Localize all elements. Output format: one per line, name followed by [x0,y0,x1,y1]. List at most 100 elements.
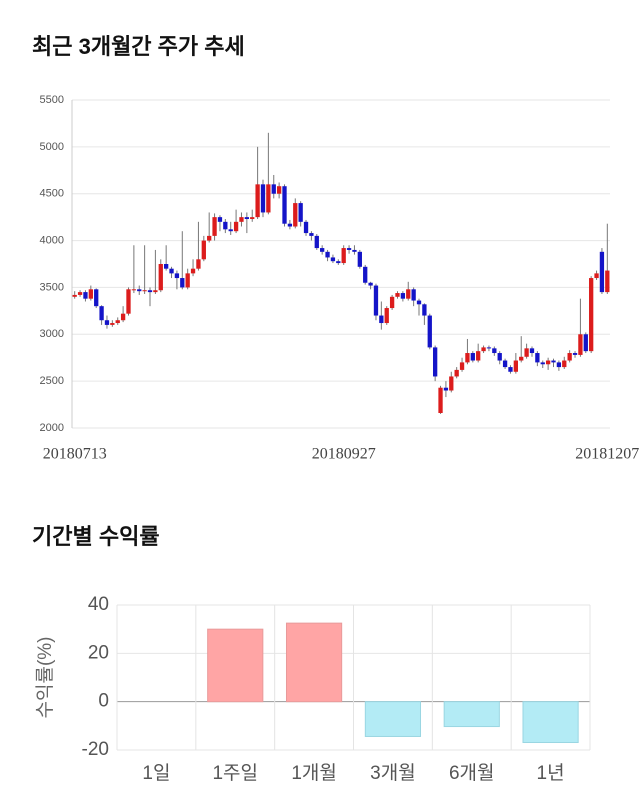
candle-body [427,315,432,348]
candle-body [142,290,147,292]
candle-body [513,360,519,372]
y-tick-label: 2500 [40,375,64,387]
candle-body [599,251,605,293]
candle-body [605,270,610,293]
candle-body [212,217,217,236]
candle-body [110,323,115,325]
x-tick-label: 6개월 [449,762,495,784]
candle-body [233,221,239,232]
candle-body [357,251,362,267]
candle-body [303,221,309,234]
candle-body [589,278,594,352]
candle-body [126,289,131,314]
y-tick-label: 3500 [40,281,64,293]
candle-body [83,292,88,299]
candle-body [336,261,341,264]
candle-body [330,257,336,262]
candle-body [529,348,535,354]
candle-body [131,289,137,291]
bar [364,701,422,737]
candle-body [562,360,567,368]
x-tick-label: 20180713 [43,446,107,463]
candle-body [196,259,201,269]
candle-body [174,273,180,279]
bar [285,622,343,703]
candle-body [594,273,599,279]
candle-body [72,294,77,297]
candle-body [400,293,406,299]
candle-body [250,217,255,220]
candle-body [293,203,298,227]
candle-body [540,362,545,365]
candle-body [314,235,319,249]
candle-body [384,308,389,324]
candle-body [153,290,158,293]
candle-body [158,264,163,291]
candle-body [223,221,228,230]
candle-body [432,347,438,377]
candle-body [115,320,120,324]
y-tick-label: 5000 [40,141,64,153]
candle-body [502,360,508,368]
candle-body [77,292,83,295]
candle-body [104,320,110,325]
candle-body [239,217,244,222]
candle-body [411,289,416,301]
chart-title: 기간별 수익률 [32,524,160,549]
candle-body [287,223,293,227]
candle-body [207,235,212,241]
candle-body [190,268,196,274]
candle-body [298,203,303,222]
candle-body [244,217,250,220]
candle-body [266,184,271,213]
candle-body [443,387,449,391]
bar [443,701,500,728]
candle-body [217,217,223,222]
candle-body [309,233,314,236]
candle-body [368,282,373,286]
y-tick-label: 20 [88,642,109,663]
candle-body [99,306,104,321]
candle-body [406,289,411,299]
x-tick-label: 1주일 [212,762,258,784]
candle-body [137,289,142,292]
candle-body [346,248,352,250]
bar [522,701,579,744]
candle-body [545,360,551,365]
candle-body [422,304,427,316]
candle-body [470,353,475,361]
candle-body [556,362,562,368]
y-tick-label: 0 [98,691,109,712]
x-tick-label: 1개월 [291,762,337,784]
candle-body [524,348,529,357]
candle-body [395,293,400,297]
x-tick-label: 3개월 [370,762,416,784]
candle-body [147,290,153,293]
candle-body [459,362,465,370]
candle-body [163,264,169,269]
candle-body [120,313,126,321]
candle-body [492,348,497,354]
y-axis-label: 수익률(%) [34,637,56,719]
candle-body [519,356,524,361]
candle-body [276,186,282,194]
bar [207,628,264,703]
y-tick-label: 5500 [40,94,64,106]
x-tick-label: 20180927 [312,446,376,463]
y-tick-label: 2000 [40,422,64,434]
candle-body [389,296,395,309]
y-tick-label: 4500 [40,188,64,200]
candle-body [282,186,287,224]
candle-body [201,240,206,260]
candle-body [438,387,443,414]
candle-body [481,347,486,352]
candle-body [416,300,422,305]
x-tick-label: 1일 [142,762,170,784]
candle-body [449,376,454,391]
candle-body [567,353,572,361]
candle-body [551,360,556,363]
candle-body [373,285,379,316]
candle-body [572,353,578,355]
candle-body [88,289,93,299]
